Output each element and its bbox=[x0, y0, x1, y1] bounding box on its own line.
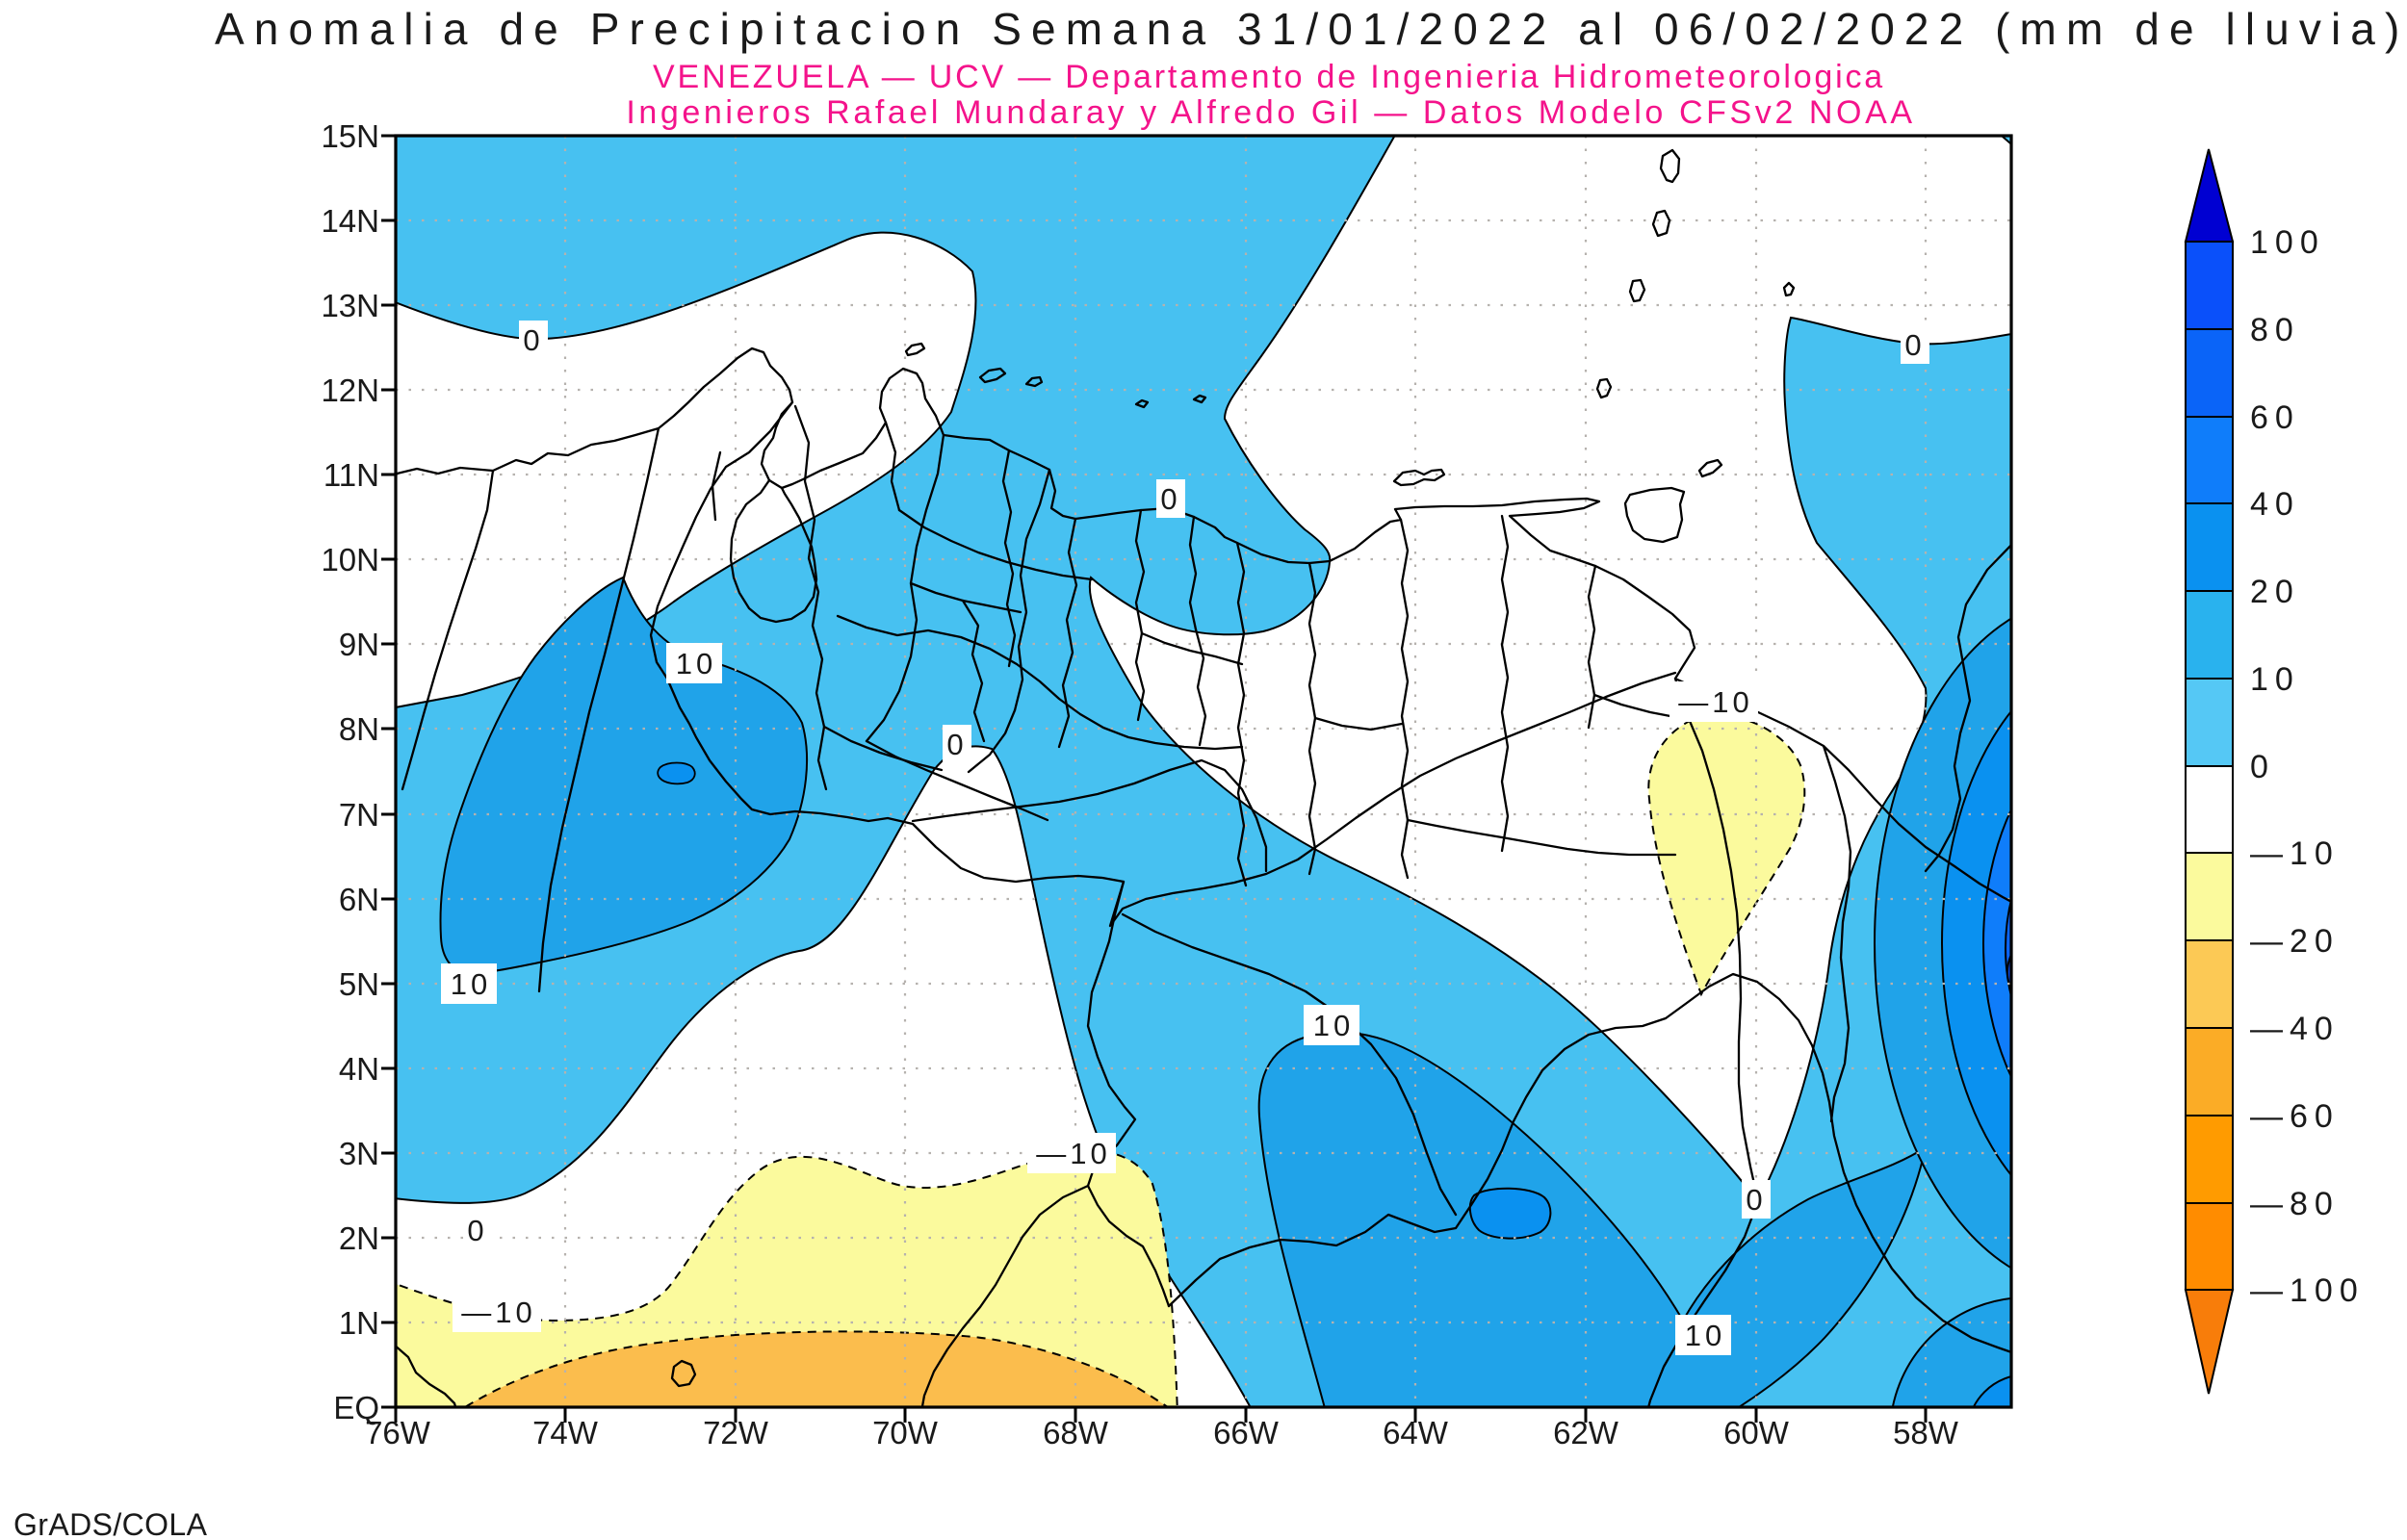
svg-text:6N: 6N bbox=[339, 882, 379, 917]
svg-text:64W: 64W bbox=[1383, 1415, 1449, 1450]
svg-text:4N: 4N bbox=[339, 1051, 379, 1087]
svg-text:0: 0 bbox=[946, 728, 967, 761]
svg-text:72W: 72W bbox=[703, 1415, 769, 1450]
svg-text:0: 0 bbox=[1160, 482, 1180, 516]
svg-text:—10: —10 bbox=[1678, 685, 1752, 719]
svg-text:70W: 70W bbox=[872, 1415, 939, 1450]
svg-text:0: 0 bbox=[523, 323, 543, 357]
svg-text:10: 10 bbox=[2250, 661, 2300, 698]
svg-text:5N: 5N bbox=[339, 966, 379, 1002]
svg-text:15N: 15N bbox=[321, 118, 379, 154]
svg-text:58W: 58W bbox=[1893, 1415, 1959, 1450]
svg-text:0: 0 bbox=[467, 1214, 487, 1247]
svg-text:1N: 1N bbox=[339, 1305, 379, 1341]
svg-text:7N: 7N bbox=[339, 797, 379, 833]
svg-text:EQ: EQ bbox=[333, 1390, 379, 1425]
svg-text:—10: —10 bbox=[2250, 835, 2340, 872]
svg-text:9N: 9N bbox=[339, 627, 379, 662]
svg-text:68W: 68W bbox=[1043, 1415, 1109, 1450]
svg-text:62W: 62W bbox=[1553, 1415, 1619, 1450]
svg-text:100: 100 bbox=[2250, 224, 2325, 261]
svg-text:12N: 12N bbox=[321, 372, 379, 408]
svg-text:20: 20 bbox=[2250, 574, 2300, 610]
svg-text:66W: 66W bbox=[1213, 1415, 1280, 1450]
svg-text:—10: —10 bbox=[461, 1296, 535, 1329]
svg-text:40: 40 bbox=[2250, 486, 2300, 523]
svg-text:VENEZUELA — UCV — Departamento: VENEZUELA — UCV — Departamento de Ingeni… bbox=[653, 59, 1885, 95]
svg-text:—100: —100 bbox=[2250, 1272, 2365, 1309]
svg-text:GrADS/COLA: GrADS/COLA bbox=[13, 1507, 208, 1540]
svg-text:8N: 8N bbox=[339, 711, 379, 747]
svg-text:0: 0 bbox=[1746, 1183, 1766, 1217]
svg-text:10N: 10N bbox=[321, 542, 379, 578]
svg-text:80: 80 bbox=[2250, 312, 2300, 348]
svg-text:0: 0 bbox=[1904, 328, 1925, 362]
svg-text:13N: 13N bbox=[321, 288, 379, 323]
svg-text:14N: 14N bbox=[321, 203, 379, 239]
svg-text:2N: 2N bbox=[339, 1220, 379, 1256]
svg-text:3N: 3N bbox=[339, 1136, 379, 1171]
svg-text:—20: —20 bbox=[2250, 923, 2340, 960]
svg-text:10: 10 bbox=[451, 967, 491, 1001]
svg-text:Anomalia de Precipitacion Sema: Anomalia de Precipitacion Semana 31/01/2… bbox=[215, 4, 2407, 54]
svg-text:74W: 74W bbox=[532, 1415, 599, 1450]
svg-text:0: 0 bbox=[2250, 749, 2275, 785]
svg-text:—80: —80 bbox=[2250, 1186, 2340, 1222]
svg-text:60W: 60W bbox=[1723, 1415, 1790, 1450]
svg-text:11N: 11N bbox=[324, 457, 379, 493]
svg-text:—60: —60 bbox=[2250, 1098, 2340, 1135]
svg-text:10: 10 bbox=[1685, 1319, 1725, 1352]
svg-text:—10: —10 bbox=[1036, 1137, 1110, 1170]
svg-text:76W: 76W bbox=[365, 1415, 431, 1450]
svg-text:10: 10 bbox=[1313, 1009, 1354, 1042]
svg-text:60: 60 bbox=[2250, 399, 2300, 436]
svg-text:—40: —40 bbox=[2250, 1011, 2340, 1047]
svg-text:Ingenieros Rafael Mundaray y A: Ingenieros Rafael Mundaray y Alfredo Gil… bbox=[626, 94, 1915, 131]
svg-text:10: 10 bbox=[676, 647, 716, 680]
